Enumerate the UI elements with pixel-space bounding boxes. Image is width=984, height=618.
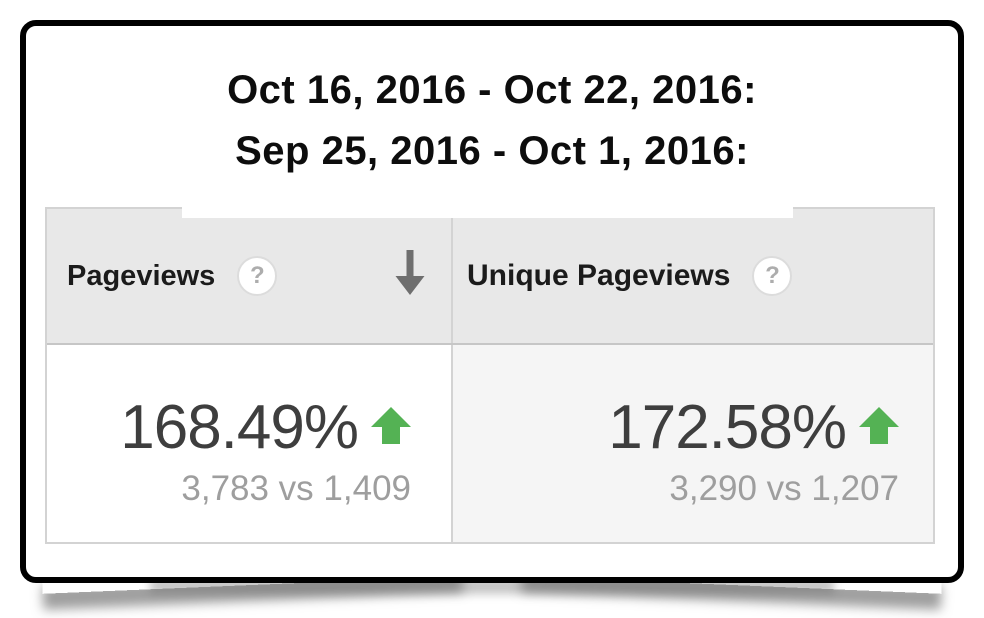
date-range-current: Oct 16, 2016 - Oct 22, 2016: — [227, 68, 757, 112]
column-label: Pageviews — [67, 259, 216, 292]
pageviews-percent: 168.49% — [120, 393, 359, 462]
table-header-row: Pageviews ? Unique Pageviews ? — [47, 209, 933, 345]
unique-pageviews-comparison: 3,290 vs 1,207 — [669, 469, 899, 508]
title-overlap-notch — [182, 200, 793, 218]
pageviews-comparison: 3,783 vs 1,409 — [181, 469, 411, 508]
column-header-pageviews[interactable]: Pageviews ? — [47, 209, 453, 343]
pageviews-cell: 168.49% 3,783 vs 1,409 — [47, 345, 453, 542]
column-label: Unique Pageviews — [467, 259, 731, 292]
help-icon[interactable]: ? — [237, 256, 278, 296]
pageviews-change: 168.49% — [120, 397, 411, 459]
trend-up-icon — [371, 407, 411, 449]
screenshot-frame: Oct 16, 2016 - Oct 22, 2016: Sep 25, 201… — [20, 20, 964, 583]
table-value-row: 168.49% 3,783 vs 1,409 172.58% — [47, 345, 933, 542]
unique-pageviews-change: 172.58% — [608, 397, 899, 459]
trend-up-icon — [859, 407, 899, 449]
unique-pageviews-cell: 172.58% 3,290 vs 1,207 — [453, 345, 933, 542]
unique-pageviews-percent: 172.58% — [608, 393, 847, 462]
sort-descending-icon[interactable] — [395, 249, 425, 303]
date-range-previous: Sep 25, 2016 - Oct 1, 2016: — [235, 129, 749, 173]
date-range-title: Oct 16, 2016 - Oct 22, 2016: Sep 25, 201… — [26, 70, 958, 171]
column-header-unique-pageviews[interactable]: Unique Pageviews ? — [453, 209, 933, 343]
help-icon[interactable]: ? — [752, 256, 793, 296]
metrics-comparison-table: Pageviews ? Unique Pageviews ? 16 — [45, 207, 935, 544]
